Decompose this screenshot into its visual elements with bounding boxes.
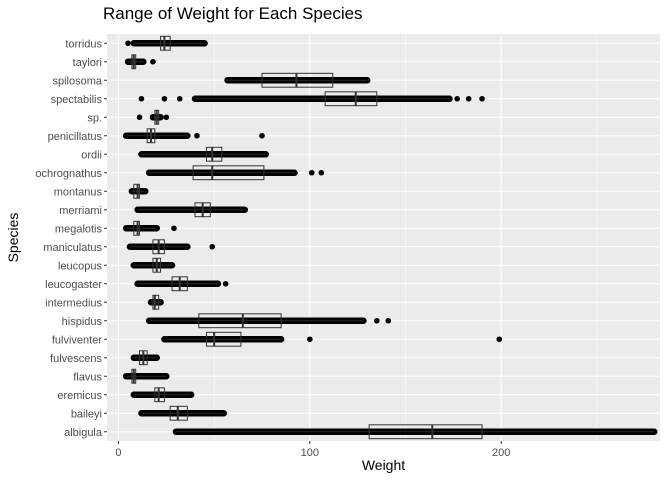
y-tick-label: merriami [59, 205, 102, 217]
y-tick-label: sp. [87, 112, 102, 124]
boxplot-spectabilis [138, 91, 485, 107]
boxplot-albigula [172, 424, 658, 440]
boxplot-intermedius [147, 294, 164, 310]
outlier-point [307, 336, 313, 343]
y-tick-label: intermedius [45, 297, 102, 309]
outlier-point [222, 280, 229, 287]
outlier-point [209, 243, 216, 250]
boxplot-leucogaster [134, 276, 229, 292]
outlier-point [163, 114, 170, 121]
boxplot-maniculatus [126, 239, 216, 255]
boxplot-montanus [128, 183, 149, 199]
outlier-point [479, 95, 485, 102]
outlier-point [496, 336, 503, 343]
outlier-point [136, 114, 143, 121]
y-tick-label: penicillatus [48, 131, 103, 143]
y-tick-label: leucopus [58, 260, 103, 272]
boxplot-spilosoma [224, 72, 371, 88]
boxplot-fulviventer [161, 331, 503, 347]
y-tick-label: spectabilis [51, 94, 103, 106]
x-tick-label: 0 [115, 447, 121, 459]
outlier-point [171, 225, 177, 232]
y-tick-label: hispidus [62, 316, 103, 328]
boxplot-penicillatus [122, 128, 265, 144]
y-tick-label: ordii [81, 149, 102, 161]
boxplot-sp [136, 109, 170, 125]
y-tick-label: maniculatus [43, 242, 102, 254]
y-tick-label: fulvescens [50, 353, 102, 365]
y-tick-label: flavus [73, 371, 102, 383]
boxplot-torridus [125, 35, 208, 51]
outlier-point [176, 95, 183, 102]
outlier-point [125, 40, 131, 47]
chart-title: Range of Weight for Each Species [103, 4, 363, 23]
boxplot-hispidus [145, 313, 392, 329]
y-tick-label: megalotis [55, 223, 103, 235]
y-tick-label: fulviventer [52, 334, 102, 346]
box [206, 331, 242, 347]
y-tick-label: eremicus [57, 390, 102, 402]
y-tick-label: montanus [54, 186, 103, 198]
y-tick-label: leucogaster [45, 279, 102, 291]
boxplot-flavus [122, 368, 170, 384]
boxplot-merriami [134, 202, 249, 218]
y-axis-title: Species [5, 213, 21, 263]
y-tick-label: ochrognathus [35, 168, 102, 180]
y-tick-label: baileyi [71, 408, 102, 420]
box [368, 424, 483, 440]
box [324, 91, 378, 107]
boxplot-ochrognathus [145, 165, 325, 181]
boxplot-taylori [124, 54, 156, 70]
outlier-point [454, 95, 460, 102]
y-tick-label: taylori [73, 57, 102, 69]
boxplot-megalotis [122, 220, 177, 236]
outlier-point [161, 95, 168, 102]
outlier-point [385, 317, 392, 324]
box [192, 165, 265, 181]
x-tick-label: 100 [301, 447, 319, 459]
boxplot-fulvescens [130, 350, 161, 366]
outlier-point [318, 169, 325, 176]
boxplot-ordii [138, 146, 270, 162]
boxplot-baileyi [138, 405, 227, 421]
x-tick-label: 200 [492, 447, 510, 459]
x-axis-title: Weight [362, 457, 405, 473]
box [198, 313, 282, 329]
boxplot-eremicus [130, 387, 195, 403]
y-tick-label: torridus [65, 38, 102, 50]
y-tick-label: spilosoma [52, 75, 102, 87]
y-tick-label: albigula [64, 427, 103, 439]
box [206, 146, 223, 162]
outlier-point [374, 317, 380, 324]
outlier-point [259, 132, 265, 139]
outlier-point [150, 58, 156, 65]
outlier-point [194, 132, 200, 139]
outlier-point [308, 169, 315, 176]
outlier-point [138, 95, 145, 102]
plot-panel [107, 34, 660, 441]
outlier-point [465, 95, 472, 102]
boxplot-leucopus [130, 257, 176, 273]
